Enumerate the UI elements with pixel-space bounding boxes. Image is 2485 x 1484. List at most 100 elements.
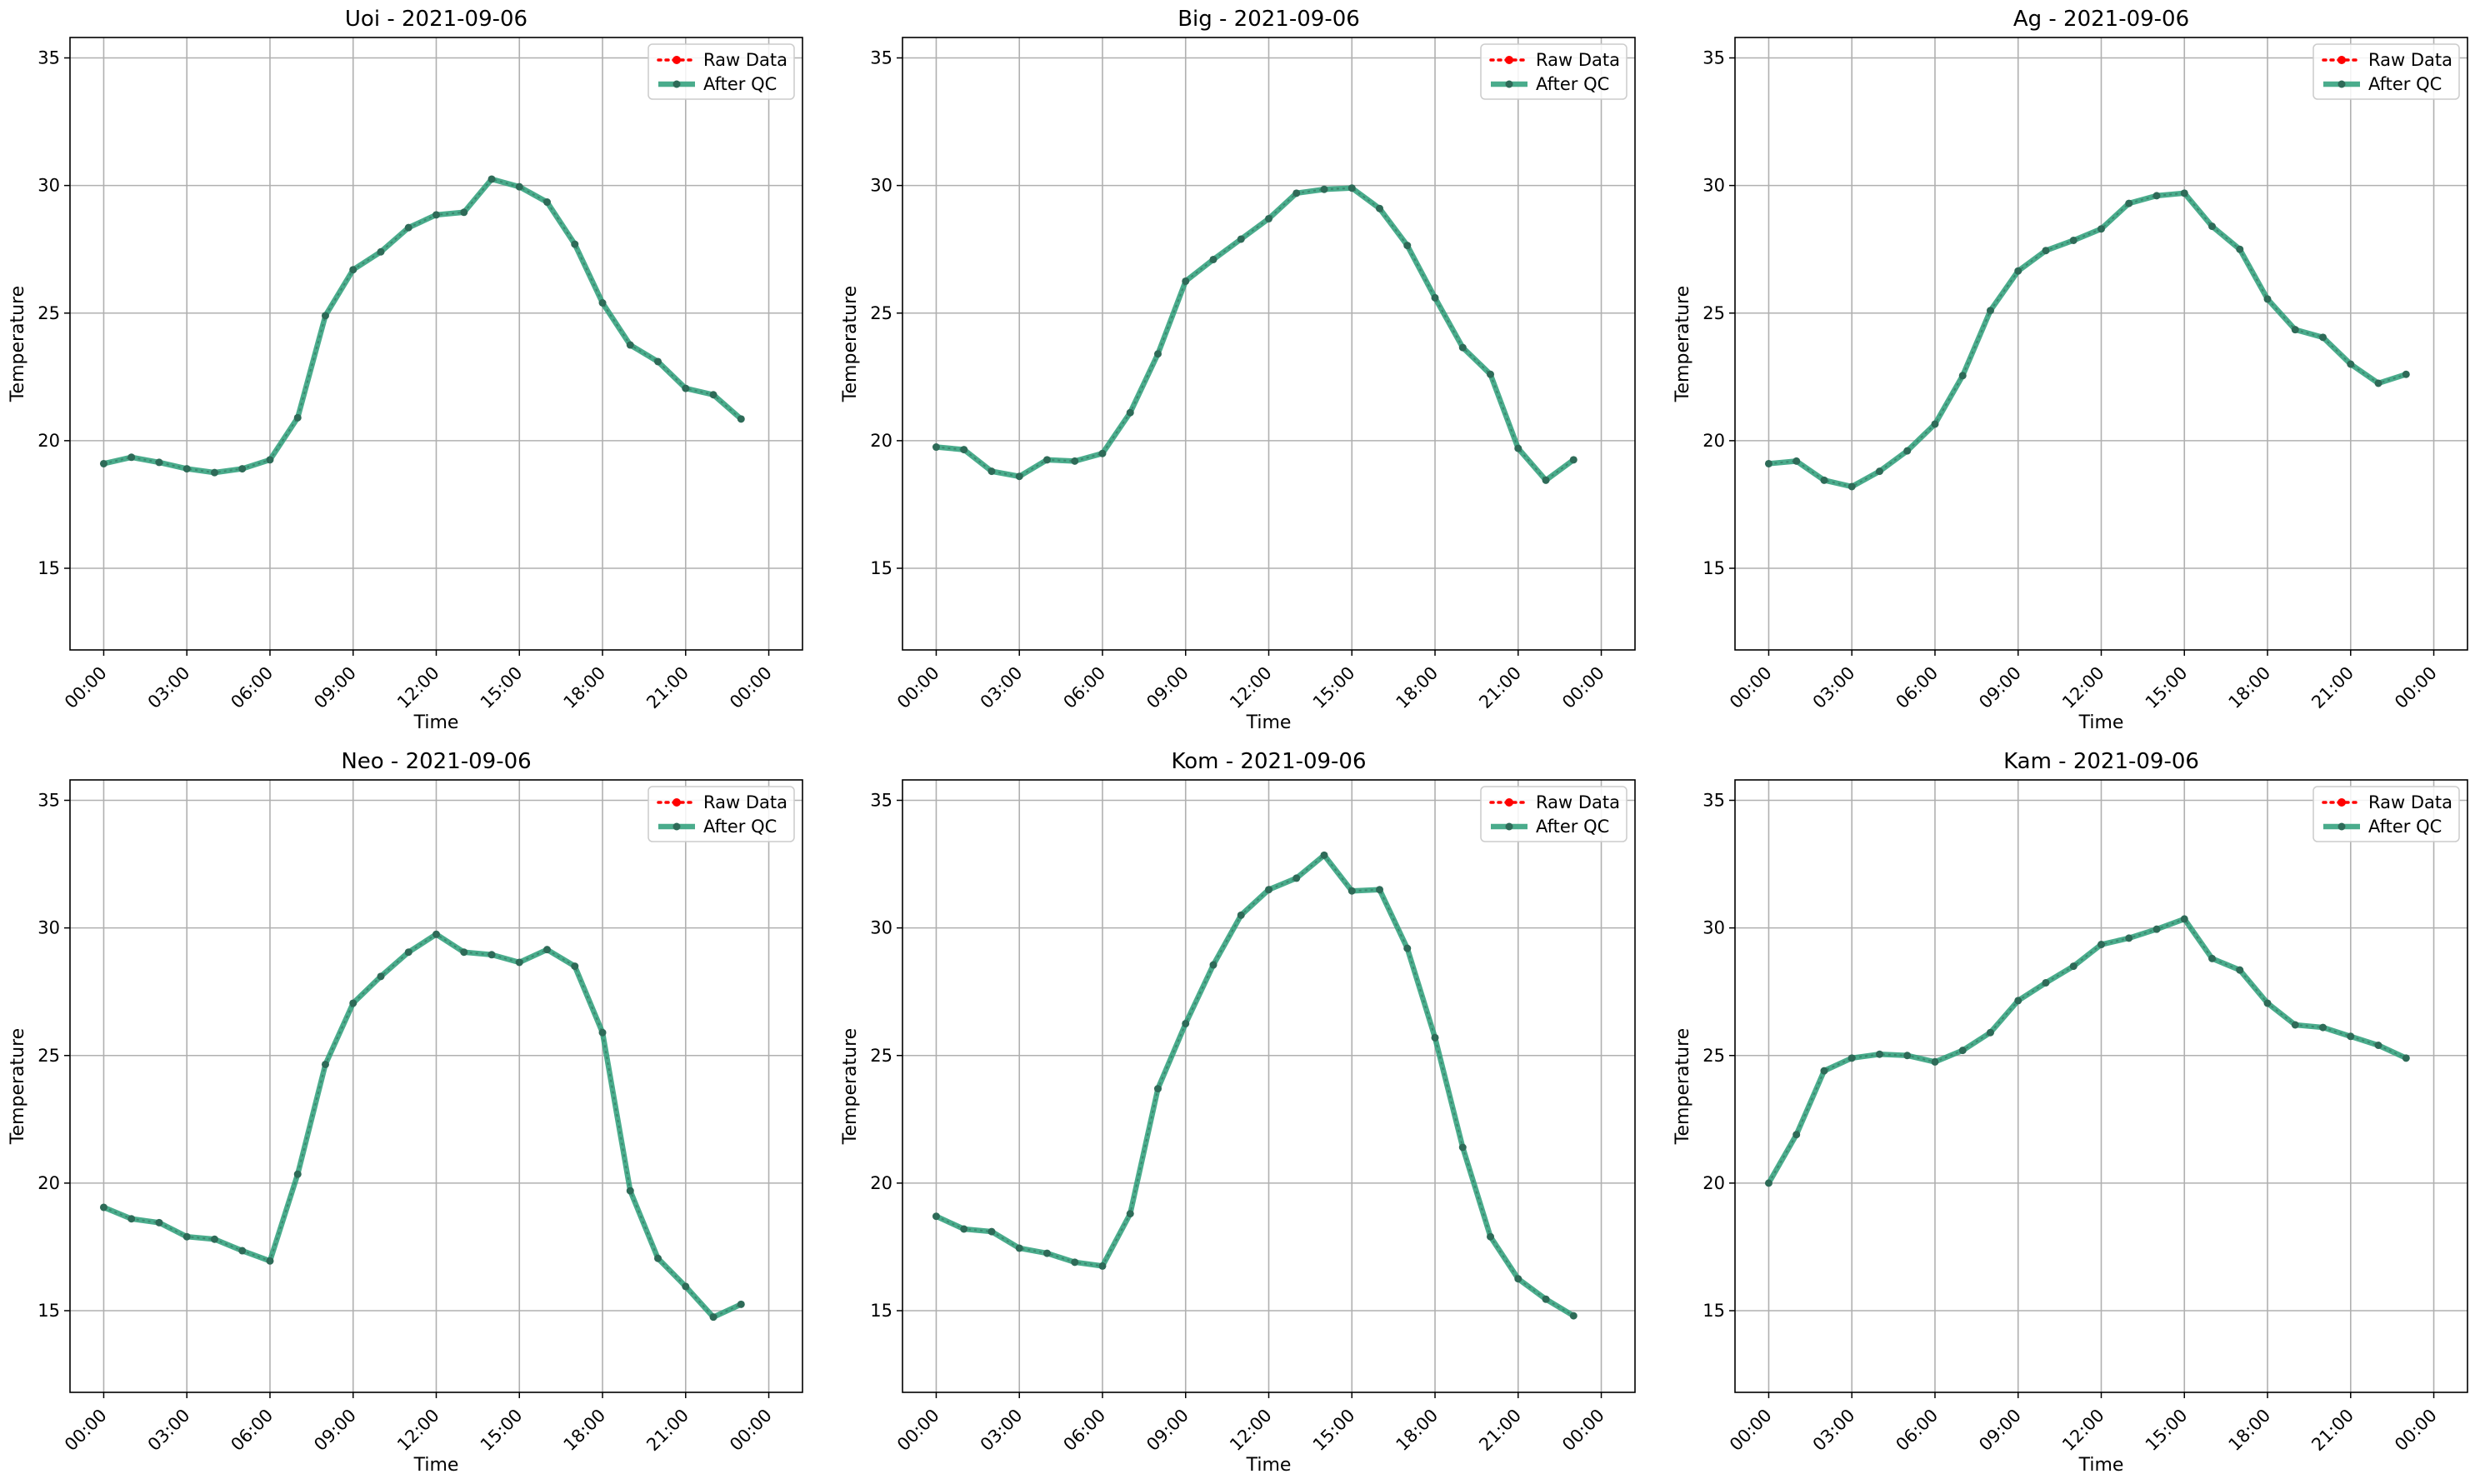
- data-point-raw: [2072, 964, 2076, 968]
- y-tick-label: 15: [870, 558, 892, 578]
- data-point-raw: [1461, 345, 1465, 350]
- x-tick-label: 09:00: [1142, 1405, 1192, 1455]
- data-point-raw: [600, 301, 605, 305]
- data-point-raw: [1156, 1087, 1160, 1091]
- plot-frame: [69, 37, 803, 651]
- x-tick-label: 06:00: [1892, 662, 1942, 712]
- data-point-raw: [2348, 362, 2352, 367]
- legend: Raw Data After QC: [1480, 786, 1628, 842]
- y-axis-label: Temperature: [1672, 1028, 1693, 1145]
- x-tick-label: 18:00: [1392, 1405, 1442, 1455]
- grid-lines: [70, 780, 802, 1392]
- y-tick-label: 35: [38, 48, 60, 68]
- x-tick-label: 18:00: [560, 662, 610, 712]
- data-point-raw: [1350, 186, 1354, 190]
- data-point-raw: [711, 1315, 716, 1319]
- data-point-raw: [1822, 1068, 1827, 1073]
- data-point-raw: [268, 1259, 272, 1263]
- x-tick-label: 09:00: [1142, 662, 1192, 712]
- data-point-raw: [296, 1172, 300, 1177]
- chart-title: Uoi - 2021-09-06: [345, 7, 528, 32]
- x-tick-label: 12:00: [2058, 662, 2108, 712]
- data-point-raw: [1100, 451, 1105, 456]
- data-point-raw: [2154, 927, 2159, 932]
- y-tick-label: 15: [1702, 558, 1725, 578]
- chart-title: Neo - 2021-09-06: [341, 749, 531, 774]
- x-tick-label: 09:00: [310, 1405, 360, 1455]
- chart-title: Kom - 2021-09-06: [1172, 749, 1367, 774]
- data-point-raw: [1183, 279, 1188, 283]
- data-point-raw: [1932, 422, 1938, 427]
- data-point-raw: [989, 469, 994, 473]
- data-point-raw: [545, 200, 549, 204]
- series-line-raw: [103, 933, 742, 1318]
- data-point-raw: [1822, 478, 1827, 482]
- data-point-raw: [2016, 269, 2020, 273]
- data-point-raw: [2404, 372, 2408, 377]
- data-point-raw: [1045, 1251, 1049, 1256]
- x-tick-label: 09:00: [1975, 1405, 2025, 1455]
- data-point-raw: [1988, 308, 1992, 312]
- legend-after-qc-label: After QC: [1536, 74, 1609, 94]
- x-tick-label: 09:00: [310, 662, 360, 712]
- y-tick-label: 15: [1702, 1301, 1725, 1321]
- data-point-raw: [1932, 1060, 1938, 1064]
- legend-raw-marker: [1505, 798, 1513, 807]
- legend-raw-label: Raw Data: [1536, 792, 1620, 812]
- x-tick-label: 06:00: [227, 1405, 277, 1455]
- y-tick-label: 35: [1702, 48, 1725, 68]
- x-tick-label: 06:00: [1059, 1405, 1109, 1455]
- plot-frame: [1734, 779, 2468, 1393]
- series-line-after-qc: [936, 185, 1576, 483]
- chart-panel: 00:00 03:00 06:00 09:00 12:00 15:00 18:00 21:00…: [1672, 7, 2468, 733]
- series-line-after-qc: [102, 176, 743, 476]
- data-point-raw: [323, 313, 328, 318]
- x-tick-label: 21:00: [642, 1405, 692, 1455]
- x-tick-label: 00:00: [893, 662, 943, 712]
- data-point-raw: [1488, 1234, 1492, 1239]
- series-line-raw: [1768, 917, 2407, 1184]
- y-axis-label: Temperature: [840, 1028, 861, 1145]
- data-point-raw: [1543, 478, 1548, 482]
- x-tick-label: 03:00: [144, 662, 194, 712]
- data-point-raw: [1322, 853, 1327, 857]
- y-axis-label: Temperature: [840, 286, 861, 402]
- y-tick-label: 20: [870, 1173, 892, 1193]
- data-point-raw: [212, 470, 217, 475]
- x-axis-label: Time: [413, 712, 459, 733]
- y-tick-label: 15: [870, 1301, 892, 1321]
- data-point-raw: [1850, 484, 1854, 489]
- plot-frame: [902, 37, 1636, 651]
- data-point-raw: [1988, 1030, 1992, 1035]
- data-point-raw: [240, 467, 244, 471]
- y-tick-label: 30: [1702, 918, 1725, 938]
- data-point-raw: [2043, 248, 2048, 252]
- legend-after-qc-marker: [2338, 822, 2346, 831]
- data-point-raw: [1045, 457, 1049, 462]
- data-point-raw: [2182, 191, 2187, 196]
- grid-lines: [902, 780, 1635, 1392]
- x-tick-label: 06:00: [1892, 1405, 1942, 1455]
- x-tick-label: 00:00: [726, 1405, 776, 1455]
- data-point-raw: [1267, 217, 1271, 221]
- y-axis-label: Temperature: [8, 1028, 28, 1145]
- legend-raw-marker: [2338, 798, 2346, 807]
- data-point-raw: [1850, 1056, 1854, 1061]
- data-point-raw: [2016, 998, 2020, 1003]
- plot-frame: [902, 779, 1636, 1393]
- legend: Raw Data After QC: [1480, 43, 1628, 100]
- data-point-raw: [2265, 297, 2270, 302]
- chart-panel: 00:00 03:00 06:00 09:00 12:00 15:00 18:00 21:00…: [8, 7, 803, 733]
- x-tick-label: 21:00: [2308, 662, 2358, 712]
- data-point-raw: [296, 416, 300, 420]
- data-point-raw: [628, 1188, 632, 1193]
- x-axis-label: Time: [413, 1455, 459, 1476]
- data-point-raw: [739, 417, 743, 422]
- series-line-after-qc: [102, 932, 742, 1320]
- legend-raw-label: Raw Data: [703, 792, 788, 812]
- y-tick-label: 20: [38, 431, 60, 451]
- data-point-raw: [489, 177, 494, 182]
- y-tick-label: 25: [870, 1046, 892, 1066]
- data-point-raw: [934, 445, 938, 449]
